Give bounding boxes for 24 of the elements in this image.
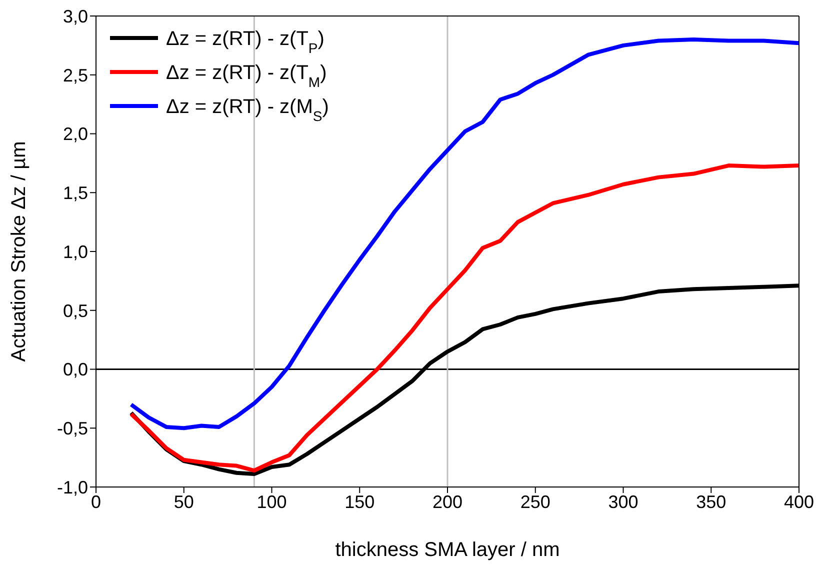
x-tick-label: 400 bbox=[784, 492, 814, 512]
x-tick-label: 0 bbox=[90, 492, 102, 512]
y-tick-label: 0,5 bbox=[62, 300, 88, 321]
y-tick-label: 3,0 bbox=[62, 6, 88, 26]
y-tick-label: 2,0 bbox=[62, 124, 88, 144]
y-tick-label: 0,0 bbox=[62, 360, 88, 380]
x-tick-label: 100 bbox=[256, 492, 287, 512]
x-axis-title: thickness SMA layer / nm bbox=[335, 539, 560, 561]
y-tick-label: -0,5 bbox=[56, 418, 88, 439]
y-axis-title: Actuation Stroke Δz / µm bbox=[8, 141, 30, 362]
y-tick-label: 2,5 bbox=[62, 65, 88, 86]
legend-label: Δz = z(RT) - z(T$_{P}$) bbox=[166, 28, 324, 56]
legend-label: Δz = z(RT) - z(T$_{M}$) bbox=[166, 62, 327, 90]
x-tick-label: 250 bbox=[520, 492, 550, 512]
line-series bbox=[129, 164, 799, 473]
y-tick-label: -1,0 bbox=[56, 477, 88, 498]
x-tick-label: 200 bbox=[432, 492, 463, 512]
x-tick-label: 150 bbox=[344, 492, 375, 512]
x-tick-label: 350 bbox=[696, 492, 726, 512]
y-tick-label: 1,5 bbox=[62, 183, 88, 204]
x-tick-label: 300 bbox=[608, 492, 638, 512]
legend-label: Δz = z(RT) - z(M$_{S}$) bbox=[166, 96, 329, 124]
x-tick-label: 50 bbox=[174, 492, 194, 512]
y-tick-label: 1,0 bbox=[62, 242, 88, 262]
